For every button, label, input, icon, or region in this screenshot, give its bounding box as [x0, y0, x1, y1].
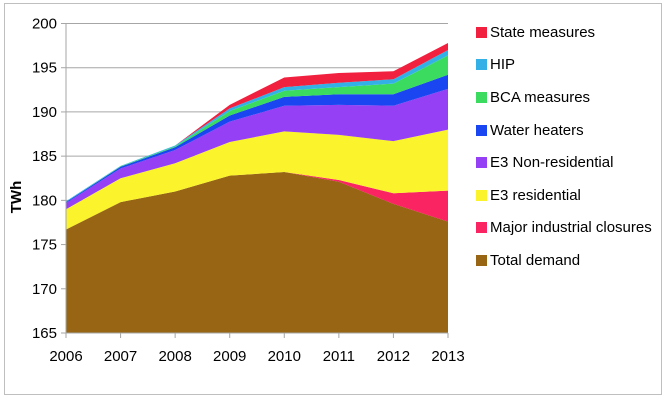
- y-tick-label: 185: [32, 148, 57, 165]
- legend-swatch: [476, 157, 487, 169]
- x-tick-label: 2006: [49, 348, 82, 365]
- legend-item: HIP: [476, 49, 652, 82]
- y-tick-label: 200: [32, 16, 57, 33]
- area-e3-residential: [66, 129, 448, 230]
- legend-item: State measures: [476, 16, 652, 49]
- y-tick-label: 190: [32, 104, 57, 121]
- legend: State measures HIP BCA measures Water heate…: [476, 16, 652, 277]
- y-tick-labels: 165 170 175 180 185 190 195 200: [32, 16, 57, 343]
- y-tick-label: 180: [32, 192, 57, 209]
- legend-label: BCA measures: [490, 88, 591, 106]
- y-tick-label: 175: [32, 237, 57, 254]
- legend-item: BCA measures: [476, 81, 652, 114]
- legend-label: HIP: [490, 56, 516, 74]
- legend-label: Water heaters: [490, 121, 584, 139]
- axes: [65, 23, 449, 338]
- y-axis-title: TWh: [8, 181, 25, 213]
- legend-item: Major industrial closures: [476, 212, 652, 245]
- area-e3-non-residential: [66, 88, 448, 210]
- legend-swatch: [476, 26, 487, 38]
- legend-swatch: [476, 189, 487, 201]
- legend-label: Major industrial closures: [490, 219, 652, 237]
- area-major-industrial-closures: [66, 172, 448, 230]
- x-tick-label: 2008: [158, 348, 191, 365]
- legend-item: Total demand: [476, 244, 652, 277]
- x-tick-label: 2012: [377, 348, 410, 365]
- legend-item: E3 Non-residential: [476, 146, 652, 179]
- legend-item: Water heaters: [476, 114, 652, 147]
- y-tick-label: 170: [32, 281, 57, 298]
- y-tick-label: 165: [32, 325, 57, 342]
- legend-label: Total demand: [490, 251, 581, 269]
- legend-swatch: [476, 254, 487, 266]
- x-tick-label: 2013: [431, 348, 464, 365]
- x-tick-label: 2009: [213, 348, 246, 365]
- area-bca-measures: [66, 55, 448, 203]
- y-tick-label: 195: [32, 60, 57, 77]
- x-tick-label: 2010: [268, 348, 301, 365]
- legend-label: E3 Non-residential: [490, 154, 614, 172]
- legend-swatch: [476, 59, 487, 71]
- area-series: [66, 42, 448, 333]
- area-total-demand: [66, 172, 448, 333]
- x-tick-label: 2011: [323, 348, 355, 365]
- legend-swatch: [476, 91, 487, 103]
- chart-frame: [4, 3, 662, 395]
- x-tick-label: 2007: [104, 348, 137, 365]
- legend-swatch: [476, 222, 487, 234]
- legend-item: E3 residential: [476, 179, 652, 212]
- x-tick-labels: 2006 2007 2008 2009 2010 2011 2012 2013: [49, 348, 464, 365]
- legend-label: E3 residential: [490, 186, 581, 204]
- legend-label: State measures: [490, 23, 596, 41]
- legend-swatch: [476, 124, 487, 136]
